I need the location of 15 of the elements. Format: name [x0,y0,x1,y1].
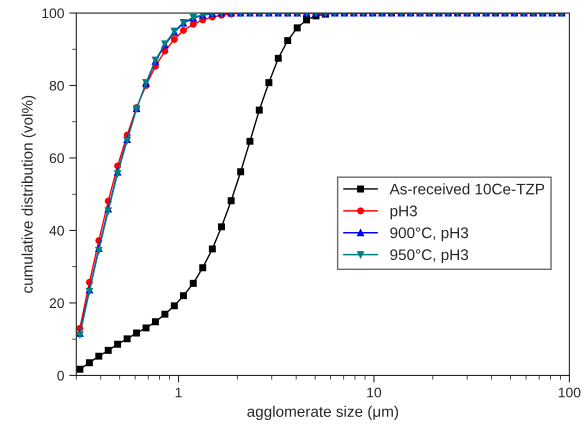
y-tick-label: 100 [42,8,64,18]
y-tick-label: 20 [50,298,64,308]
x-tick-label: 10 [367,388,382,398]
legend-label: 900°C, pH3 [390,227,468,242]
x-tick-label: 100 [558,388,580,398]
y-tick-label: 0 [57,370,64,381]
legend-label: As-received 10Ce-TZP [390,183,544,194]
y-axis-title: cumulative distribution (vol%) [22,96,36,293]
y-tick-label: 40 [49,226,64,236]
y-tick-label: 80 [50,80,64,91]
legend-label: pH3 [390,206,417,220]
x-axis-title: agglomerate size (μm) [247,406,398,420]
legend-label: 950°C, pH3 [390,249,468,264]
x-tick-label: 1 [176,388,182,398]
y-tick-label: 60 [50,153,64,164]
